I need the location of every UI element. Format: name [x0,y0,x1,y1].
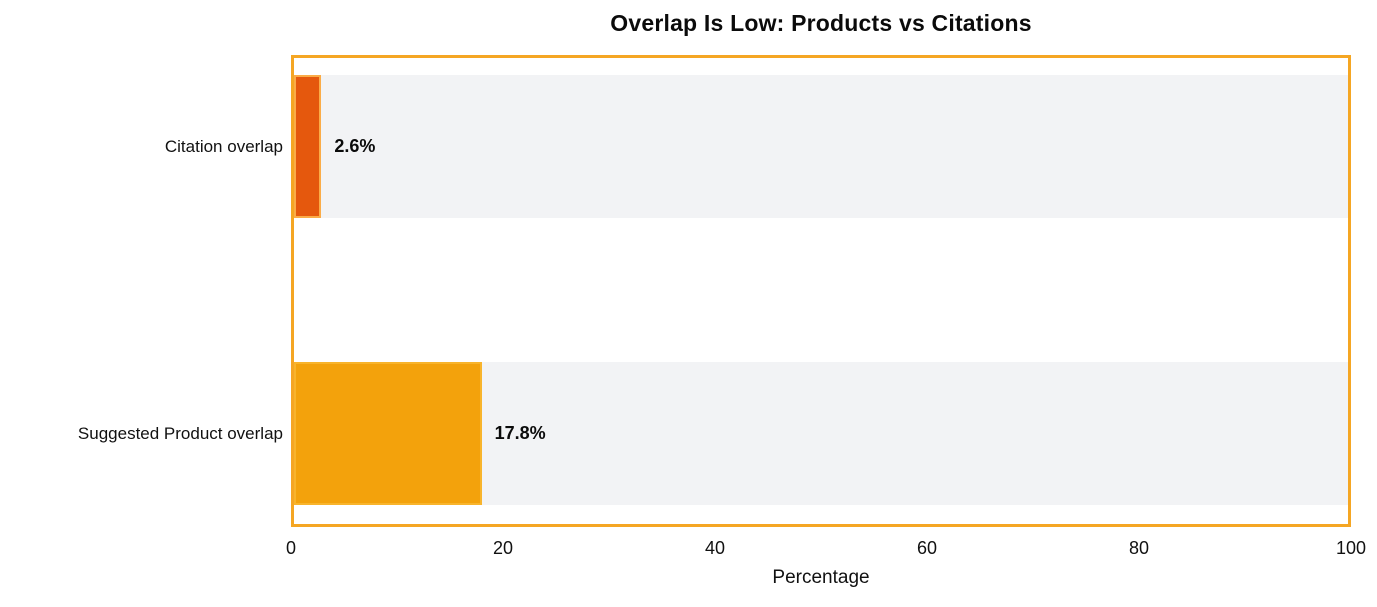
value-label-suggested-product-overlap: 17.8% [494,423,546,443]
x-tick-label-20: 20 [492,538,514,558]
plot-area: 2.6% 17.8% [291,55,1351,527]
category-label-citation-overlap: Citation overlap [164,137,283,156]
bar-citation-overlap [294,75,322,218]
x-tick-label-100: 100 [1335,538,1367,558]
x-axis-label: Percentage [772,567,870,588]
x-tick-label-60: 60 [916,538,938,558]
bar-row-suggested-product-overlap: 17.8% [294,362,1348,505]
x-tick-label-40: 40 [704,538,726,558]
category-label-suggested-product-overlap: Suggested Product overlap [77,424,283,443]
x-tick-label-80: 80 [1128,538,1150,558]
value-label-citation-overlap: 2.6% [334,136,376,156]
bar-suggested-product-overlap [294,362,482,505]
bar-row-citation-overlap: 2.6% [294,75,1348,218]
x-axis-tick-row: 0 20 40 60 80 100 [286,536,1366,560]
x-tick-label-0: 0 [285,538,297,558]
chart-title: Overlap Is Low: Products vs Citations [610,10,1032,36]
